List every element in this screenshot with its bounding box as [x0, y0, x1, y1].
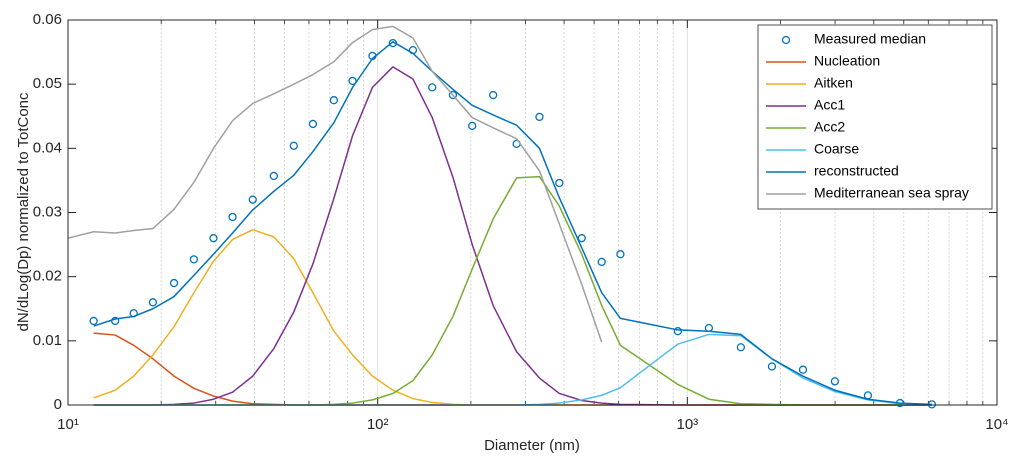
data-point	[228, 212, 237, 222]
y-tick-label: 0.01	[33, 332, 62, 349]
x-tick-label: 10³	[676, 416, 698, 433]
y-tick-label: 0.02	[33, 268, 62, 285]
data-point	[535, 112, 544, 122]
data-point	[555, 178, 564, 188]
data-point	[209, 234, 218, 243]
y-tick-label: 0.03	[33, 203, 62, 220]
data-point	[308, 119, 318, 129]
data-point	[798, 365, 808, 374]
legend-label: Aitken	[814, 75, 853, 91]
y-tick-label: 0	[54, 396, 62, 413]
data-point	[348, 76, 357, 86]
data-point	[468, 121, 477, 131]
legend-label: Nucleation	[814, 53, 880, 69]
data-point	[428, 83, 437, 92]
data-point	[616, 250, 625, 259]
y-tick-label: 0.04	[33, 139, 62, 156]
series-line	[93, 41, 932, 406]
legend-label: Acc2	[814, 119, 845, 135]
data-point	[289, 141, 298, 150]
data-point	[673, 327, 683, 336]
legend: Measured median Nucleation Aitken Acc1 Acc2 C…	[757, 24, 993, 210]
data-point	[148, 298, 158, 307]
data-point	[329, 96, 339, 105]
legend-marker	[781, 35, 791, 45]
data-point	[248, 195, 257, 204]
data-point	[736, 343, 746, 352]
data-point	[89, 316, 98, 326]
data-point	[830, 377, 840, 386]
data-point	[448, 90, 458, 100]
data-point	[269, 171, 278, 181]
data-point	[169, 278, 179, 288]
legend-label: Acc1	[814, 97, 845, 113]
legend-label: Mediterranean sea spray	[814, 185, 969, 201]
y-tick-label: 0.05	[33, 75, 62, 92]
series-line	[67, 25, 603, 343]
data-point	[597, 257, 606, 267]
data-point	[488, 90, 498, 100]
legend-label: reconstructed	[814, 163, 899, 179]
x-tick-label: 10¹	[57, 416, 79, 433]
y-axis-label: dN/dLog(Dp) normalized to TotConc	[15, 92, 32, 332]
legend-label: Coarse	[814, 141, 859, 157]
legend-label: Measured median	[814, 31, 926, 47]
y-tick-label: 0.06	[33, 11, 62, 28]
x-axis-label: Diameter (nm)	[484, 437, 580, 454]
x-tick-label: 10²	[367, 416, 389, 433]
x-tick-label: 10⁴	[985, 416, 1008, 433]
data-point	[189, 255, 199, 264]
data-point	[767, 362, 777, 371]
legend-box	[757, 24, 993, 210]
plot-frame	[67, 19, 998, 406]
